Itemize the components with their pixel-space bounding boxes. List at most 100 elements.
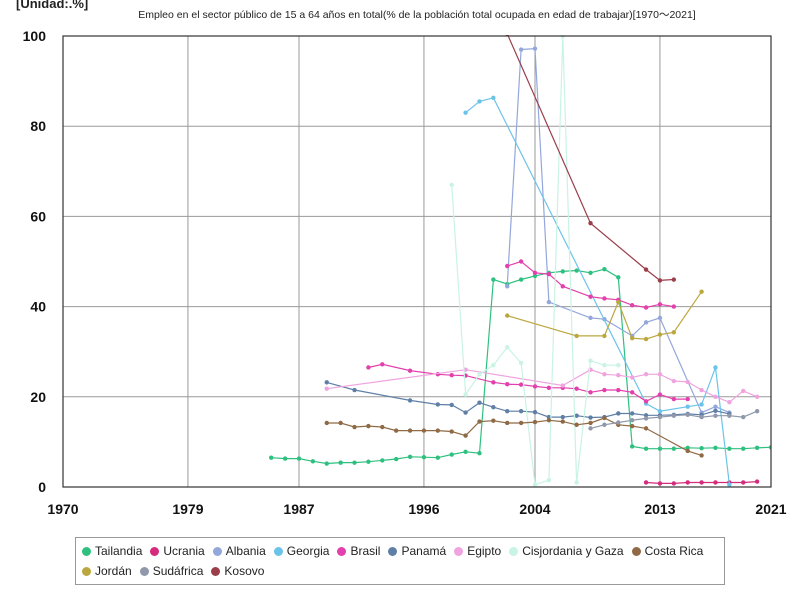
- legend-label: Georgia: [286, 544, 330, 558]
- data-point: [518, 277, 524, 282]
- legend-item: Cisjordania y Gaza: [509, 543, 624, 559]
- data-point: [352, 424, 357, 430]
- data-point: [407, 368, 413, 373]
- data-point: [671, 304, 677, 309]
- x-tick-label: 2004: [519, 501, 550, 517]
- data-point: [671, 446, 677, 451]
- data-point: [505, 409, 510, 414]
- data-point: [713, 365, 718, 370]
- data-point: [602, 296, 607, 301]
- data-point: [713, 394, 718, 399]
- legend-swatch: [631, 546, 641, 556]
- legend-swatch: [509, 546, 519, 556]
- data-point: [616, 275, 621, 280]
- data-point: [616, 372, 621, 378]
- data-point: [352, 460, 357, 465]
- data-point: [518, 360, 524, 366]
- legend-item: Panamá: [388, 543, 446, 559]
- data-point: [643, 413, 649, 418]
- legend-item: Jordán: [82, 563, 132, 579]
- data-point: [671, 481, 677, 486]
- data-point: [338, 460, 343, 465]
- x-tick-label: 1987: [283, 501, 314, 517]
- data-point: [727, 413, 732, 418]
- series-line: [368, 363, 688, 402]
- legend-swatch: [211, 566, 221, 576]
- data-point: [449, 402, 454, 408]
- data-point: [366, 365, 371, 370]
- data-point: [463, 433, 468, 438]
- data-point: [588, 294, 593, 299]
- data-point: [643, 372, 649, 377]
- data-point: [546, 478, 552, 483]
- data-point: [449, 182, 454, 188]
- series-line: [326, 417, 702, 456]
- data-point: [518, 420, 524, 426]
- legend-label: Egipto: [467, 544, 502, 558]
- data-point: [754, 445, 760, 450]
- data-point: [505, 284, 510, 289]
- legend-label: Costa Rica: [644, 544, 704, 558]
- data-point: [699, 402, 704, 407]
- data-point: [491, 404, 496, 410]
- data-point: [699, 387, 704, 393]
- data-point: [505, 381, 510, 387]
- data-point: [324, 461, 329, 466]
- data-point: [560, 419, 565, 424]
- data-point: [518, 47, 524, 52]
- data-point: [324, 386, 329, 391]
- legend-item: Ucrania: [150, 543, 205, 559]
- data-point: [671, 330, 677, 335]
- data-point: [477, 419, 482, 424]
- data-point: [657, 481, 663, 486]
- data-point: [407, 428, 413, 433]
- data-point: [602, 372, 607, 377]
- data-point: [588, 358, 593, 363]
- chart-title: Empleo en el sector público de 15 a 64 a…: [138, 9, 696, 21]
- data-point: [727, 482, 732, 487]
- data-point: [477, 372, 482, 377]
- data-point: [699, 446, 704, 451]
- data-point: [518, 409, 524, 414]
- data-point: [657, 315, 663, 321]
- data-point: [546, 414, 552, 420]
- y-tick-label: 20: [30, 389, 46, 405]
- data-point: [657, 332, 663, 337]
- data-point: [310, 459, 316, 464]
- data-point: [643, 399, 649, 404]
- data-point: [463, 392, 468, 397]
- legend-label: Jordán: [95, 564, 132, 578]
- data-point: [393, 428, 399, 433]
- series-layer: [269, 35, 771, 487]
- legend-swatch: [454, 546, 464, 556]
- data-point: [602, 333, 607, 339]
- data-point: [560, 383, 565, 388]
- legend-item: Georgia: [273, 543, 330, 559]
- legend-swatch: [337, 546, 347, 556]
- legend-item: Tailandia: [82, 543, 142, 559]
- data-point: [435, 428, 441, 433]
- data-point: [657, 278, 663, 283]
- data-point: [602, 415, 607, 421]
- data-point: [741, 446, 746, 451]
- series-georgia: [463, 95, 732, 487]
- data-point: [657, 302, 663, 307]
- data-point: [560, 414, 565, 420]
- data-point: [685, 404, 690, 409]
- series-cisjordania-y-gaza: [449, 35, 621, 487]
- data-point: [643, 446, 649, 451]
- data-point: [616, 363, 621, 368]
- y-tick-label: 60: [30, 208, 46, 224]
- grid-lines: [62, 35, 772, 488]
- series-costa-rica: [324, 415, 704, 458]
- x-axis-ticks: 1970 1979 1987 1996 2004 2013 2021: [47, 501, 786, 517]
- data-point: [518, 382, 524, 387]
- series-line: [507, 260, 674, 309]
- line-chart: [Unidad:.%] Empleo en el sector público …: [16, 0, 787, 517]
- data-point: [727, 446, 732, 451]
- data-point: [713, 404, 718, 409]
- data-point: [629, 418, 635, 423]
- data-point: [727, 400, 732, 405]
- data-point: [560, 269, 565, 274]
- series-kosovo: [505, 35, 677, 283]
